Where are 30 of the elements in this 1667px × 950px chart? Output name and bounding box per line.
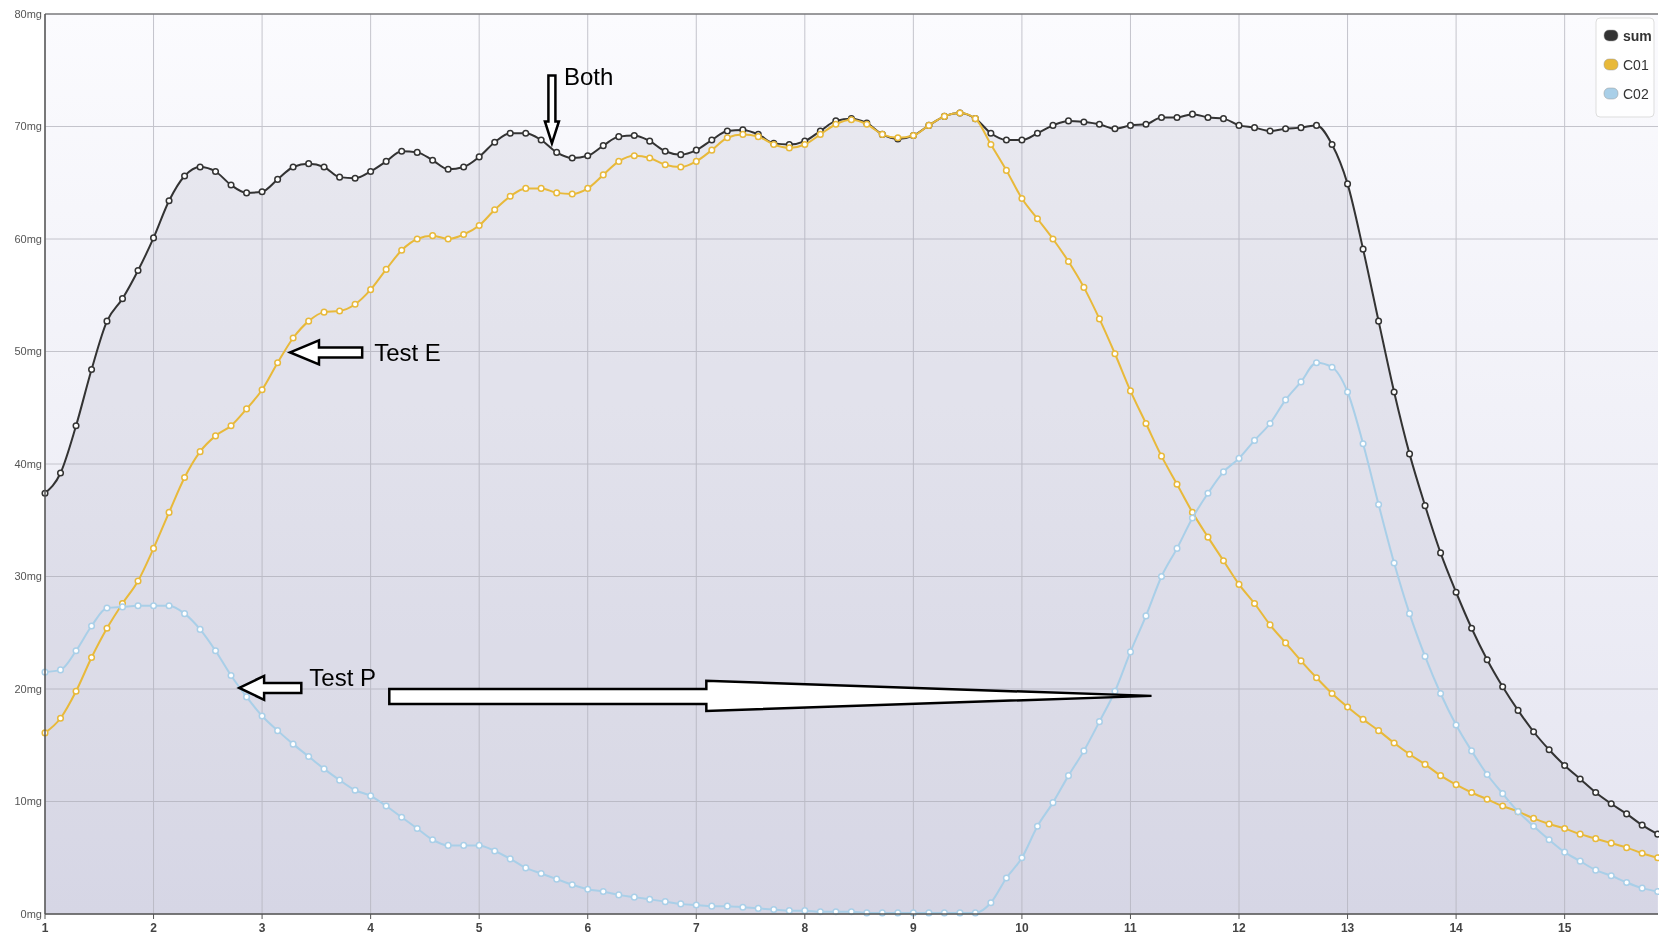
x-tick-label: 4 bbox=[367, 921, 375, 935]
x-tick-label: 5 bbox=[475, 921, 483, 935]
y-tick-label: 0mg bbox=[20, 907, 42, 920]
annotation: Both bbox=[563, 63, 614, 91]
legend-label: C02 bbox=[1623, 85, 1649, 102]
legend-label: sum bbox=[1623, 27, 1652, 44]
y-tick-label: 70mg bbox=[14, 120, 42, 133]
x-tick-label: 14 bbox=[1449, 921, 1464, 935]
x-tick-label: 8 bbox=[801, 921, 809, 935]
x-tick-label: 1 bbox=[41, 921, 49, 935]
x-tick-label: 12 bbox=[1232, 921, 1246, 935]
x-tick-label: 3 bbox=[258, 921, 266, 935]
x-tick-label: 11 bbox=[1124, 921, 1138, 935]
y-tick-label: 40mg bbox=[14, 457, 42, 470]
x-tick-label: 9 bbox=[910, 921, 918, 935]
y-tick-label: 60mg bbox=[14, 232, 42, 245]
x-tick-label: 2 bbox=[150, 921, 158, 935]
x-tick-label: 7 bbox=[692, 921, 700, 935]
annotation: Test P bbox=[309, 663, 376, 691]
y-tick-label: 80mg bbox=[14, 7, 42, 20]
annotation: Test E bbox=[374, 339, 441, 367]
x-tick-label: 6 bbox=[584, 921, 592, 935]
y-tick-label: 20mg bbox=[14, 682, 42, 695]
legend-label: C01 bbox=[1623, 56, 1649, 73]
x-tick-label: 13 bbox=[1340, 921, 1355, 935]
y-tick-label: 30mg bbox=[14, 570, 42, 583]
y-tick-label: 50mg bbox=[14, 345, 42, 358]
y-tick-label: 10mg bbox=[14, 795, 42, 808]
x-tick-label: 10 bbox=[1015, 921, 1029, 935]
x-tick-label: 15 bbox=[1557, 921, 1572, 935]
